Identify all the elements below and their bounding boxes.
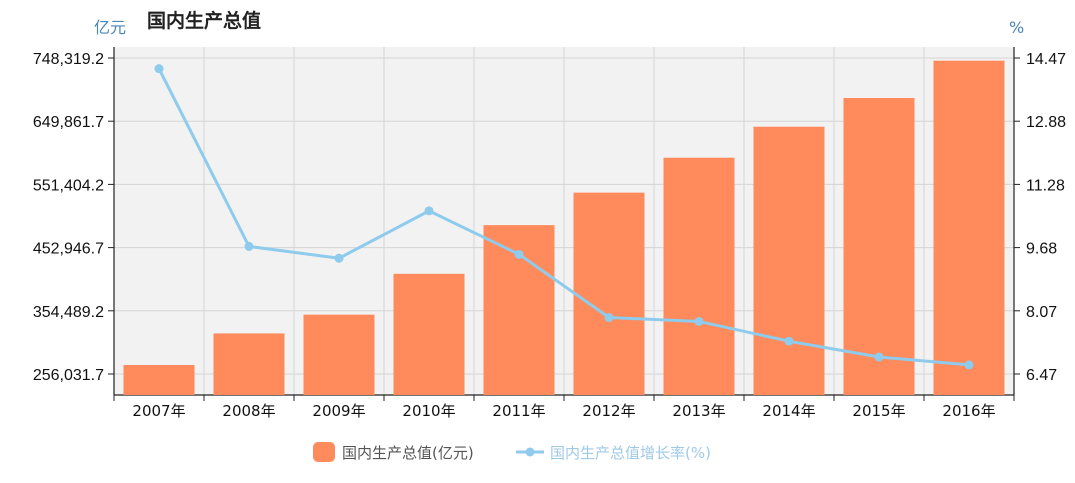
legend-bar-label[interactable]: 国内生产总值(亿元) xyxy=(342,444,474,462)
legend-line-marker[interactable] xyxy=(525,447,535,457)
right-tick-label: 12.88 xyxy=(1026,114,1066,131)
line-point[interactable] xyxy=(964,360,974,370)
right-tick-label: 14.47 xyxy=(1026,51,1066,68)
bar[interactable] xyxy=(753,126,825,396)
right-tick-label: 6.47 xyxy=(1026,367,1057,384)
line-point[interactable] xyxy=(694,316,704,326)
x-tick-label: 2012年 xyxy=(582,402,635,420)
bar[interactable] xyxy=(123,364,195,395)
x-tick-label: 2008年 xyxy=(222,402,275,420)
line-point[interactable] xyxy=(604,313,614,323)
growth-line xyxy=(157,67,970,367)
right-axis-unit: % xyxy=(1009,18,1024,37)
bar[interactable] xyxy=(843,98,915,396)
legend[interactable]: 国内生产总值(亿元) 国内生产总值增长率(%) xyxy=(313,442,711,462)
bar[interactable] xyxy=(213,333,285,395)
legend-line-label[interactable]: 国内生产总值增长率(%) xyxy=(550,444,711,462)
left-tick-label: 354,489.2 xyxy=(33,304,104,321)
legend-bar-swatch[interactable] xyxy=(313,442,335,462)
line-point[interactable] xyxy=(514,249,524,259)
line-point[interactable] xyxy=(334,253,344,263)
right-tick-label: 9.68 xyxy=(1026,241,1057,258)
x-tick-label: 2009年 xyxy=(312,402,365,420)
x-tick-label: 2011年 xyxy=(492,402,545,420)
left-axis-unit: 亿元 xyxy=(94,18,126,37)
bar[interactable] xyxy=(933,60,1005,395)
left-tick-label: 256,031.7 xyxy=(33,367,104,384)
line-point[interactable] xyxy=(784,336,794,346)
left-tick-label: 748,319.2 xyxy=(33,51,104,68)
bar[interactable] xyxy=(303,314,375,395)
line-point[interactable] xyxy=(244,241,254,251)
chart-title: 国内生产总值 xyxy=(147,9,261,32)
x-tick-label: 2014年 xyxy=(762,402,815,420)
left-tick-label: 452,946.7 xyxy=(33,241,104,258)
bar[interactable] xyxy=(393,273,465,395)
x-tick-label: 2015年 xyxy=(852,402,905,420)
right-tick-label: 11.28 xyxy=(1026,177,1065,194)
x-tick-label: 2016年 xyxy=(942,402,995,420)
line-point[interactable] xyxy=(154,64,164,74)
left-tick-label: 649,861.7 xyxy=(33,114,104,131)
right-tick-label: 8.07 xyxy=(1026,304,1057,321)
x-tick-label: 2007年 xyxy=(132,402,185,420)
line-point[interactable] xyxy=(874,352,884,362)
x-tick-label: 2013年 xyxy=(672,402,725,420)
left-tick-label: 551,404.2 xyxy=(33,177,104,194)
plot-area: 748,319.2 649,861.7 551,404.2 452,946.7 354,… xyxy=(33,47,1066,420)
x-tick-label: 2010年 xyxy=(402,402,455,420)
bar[interactable] xyxy=(663,157,735,395)
bar[interactable] xyxy=(573,192,645,395)
line-point[interactable] xyxy=(424,206,434,216)
